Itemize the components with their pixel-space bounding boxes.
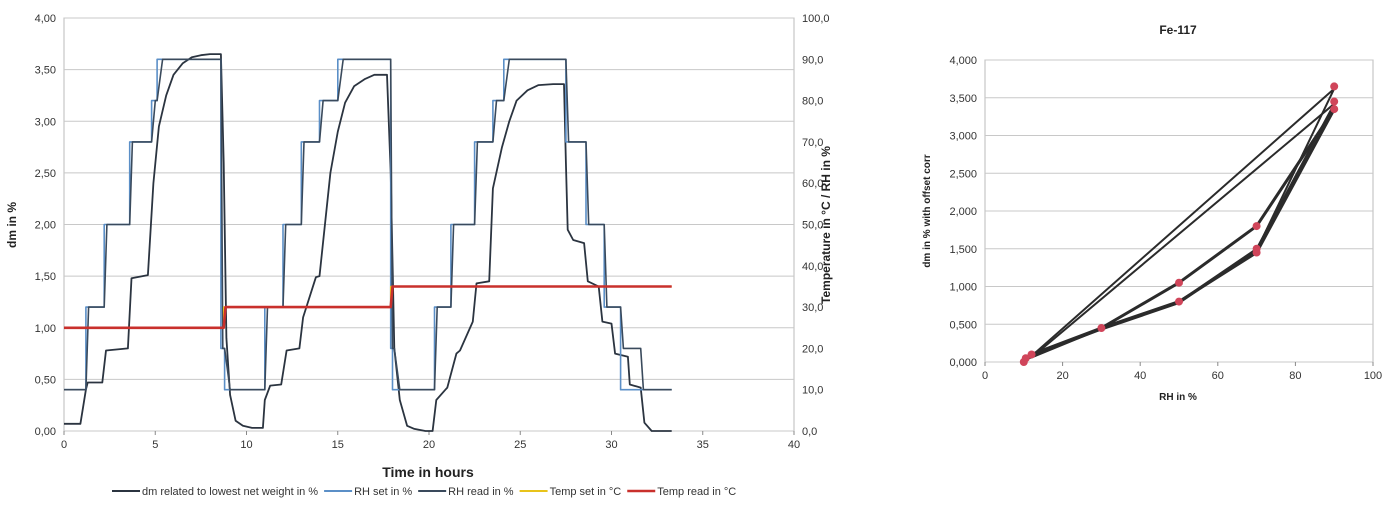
chart2-y-tick: 2,500 [949,168,977,180]
chart1-y-tick: 0,50 [35,374,56,386]
chart2-point [1175,278,1183,287]
legend-label-3: Temp set in °C [550,486,622,498]
chart1-y2-tick: 0,0 [802,426,817,438]
chart1-y-tick: 4,00 [35,13,56,25]
chart2-point [1097,324,1106,333]
chart1-y2-tick: 20,0 [802,343,823,355]
chart1-y-tick: 3,50 [35,65,56,77]
chart2-point [1330,82,1339,91]
chart2-y-tick: 1,000 [949,282,977,294]
chart1-y2-tick: 70,0 [802,137,823,149]
chart1-y-tick: 2,50 [35,168,56,180]
chart1-y2-tick: 100,0 [802,13,830,25]
chart2-point [1252,244,1261,253]
chart1-y2-tick: 60,0 [802,178,823,190]
chart1-x-axis-title: Time in hours [382,464,474,480]
chart1-gridlines [64,17,794,432]
chart2-markers [1019,82,1339,366]
chart1-y-tick: 0,00 [35,426,56,438]
chart1-y-tick: 2,00 [35,220,56,232]
chart1-x-tick: 0 [61,439,67,451]
chart1-y2-axis-title: Temperature in °C / RH in % [819,146,833,304]
chart2-y-tick: 2,000 [949,206,977,218]
chart1-y-tick: 3,00 [35,116,56,128]
chart2-point [1027,350,1036,359]
chart2-point [1330,97,1339,106]
chart1-x-tick: 5 [152,439,158,451]
chart2-y-tick: 1,500 [949,244,977,256]
chart2-y-tick-labels: 0,000 0,500 1,000 1,500 2,000 2,500 3,000 3,500… [949,55,977,369]
chart2-x-tick: 0 [982,370,988,382]
chart1-y2-tick: 50,0 [802,220,823,232]
chart2-title: Fe-117 [1159,23,1197,37]
chart1-y2-tick: 10,0 [802,385,823,397]
chart1-series-line-0 [64,53,672,432]
sorption-isotherm-chart: Fe-117 0,000 0,500 1,000 1,500 2,000 2,500 3,0… [922,23,1382,403]
chart1-y-tick: 1,00 [35,323,56,335]
chart2-point [1175,297,1183,306]
legend-label-2: RH read in % [448,486,514,498]
chart1-y-tick-labels: 0,00 0,50 1,00 1,50 2,00 2,50 3,00 3,50 4,00 [35,13,56,438]
chart1-series-line-2 [64,58,672,391]
chart1-x-tick: 35 [697,439,709,451]
chart2-point [1252,222,1261,231]
chart2-cycle-line-2 [1023,102,1336,360]
chart1-x-tick-labels: 0 5 10 15 20 25 30 35 40 [61,431,800,451]
chart1-x-tick: 25 [514,439,526,451]
chart2-x-tick-labels: 0 20 40 60 80 100 [982,362,1382,382]
chart1-series-lines [64,53,672,432]
chart2-y-tick: 3,000 [949,131,977,143]
chart1-x-tick: 10 [240,439,252,451]
chart2-x-tick: 20 [1056,370,1068,382]
chart2-y-tick: 0,500 [949,319,977,331]
chart1-y2-tick: 40,0 [802,261,823,273]
chart2-point [1330,105,1339,114]
legend-label-1: RH set in % [354,486,412,498]
legend-label-4: Temp read in °C [657,486,736,498]
chart2-x-tick: 80 [1289,370,1301,382]
chart2-point [1021,354,1030,363]
chart2-y-tick: 0,000 [949,357,977,369]
chart2-y-axis-title: dm in % with offset corr [922,154,933,267]
legend-label-0: dm related to lowest net weight in % [142,486,318,498]
chart1-x-tick: 20 [423,439,435,451]
chart2-cycle-line-1 [1023,87,1336,362]
chart1-y-axis-title: dm in % [5,202,19,248]
chart1-x-tick: 40 [788,439,800,451]
chart1-x-tick: 15 [332,439,344,451]
chart2-x-tick: 40 [1134,370,1146,382]
chart2-y-tick: 4,000 [949,55,977,67]
chart2-x-tick: 60 [1212,370,1224,382]
time-series-chart: 0,000,501,001,502,002,503,003,504,00 0,0… [5,13,833,498]
chart1-series-line-4 [64,285,672,330]
chart2-x-tick: 100 [1364,370,1382,382]
chart2-x-axis-title: RH in % [1159,392,1197,403]
chart1-y2-tick-labels: 0,0 10,0 20,0 30,0 40,0 50,0 60,0 70,0 80,0 90,0 1… [802,13,830,438]
chart1-y-tick: 1,50 [35,271,56,283]
chart1-x-tick: 30 [605,439,617,451]
chart1-y2-tick: 30,0 [802,302,823,314]
chart1-y2-tick: 90,0 [802,54,823,66]
chart1-legend: dm related to lowest net weight in % RH s… [112,486,736,498]
chart1-y2-tick: 80,0 [802,96,823,108]
chart2-y-tick: 3,500 [949,93,977,105]
